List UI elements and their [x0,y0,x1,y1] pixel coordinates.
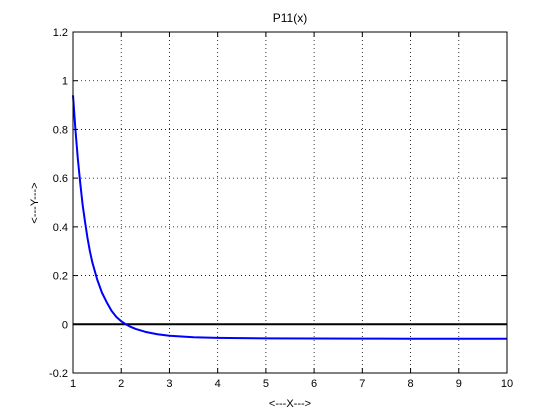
series-line-p11 [72,95,508,340]
y-tick-labels: -0.2 0 0.2 0.4 0.6 0.8 1 1.2 [49,27,68,380]
y-tick-label: -0.2 [49,368,68,380]
chart-title: P11(x) [273,11,307,25]
x-tick-label: 5 [263,378,269,390]
series-layer [72,95,508,340]
x-tick-label: 7 [359,378,365,390]
y-tick-label: 1.2 [53,27,68,39]
x-tick-label: 1 [70,378,76,390]
x-tick-label: 8 [407,378,413,390]
x-tick-label: 3 [166,378,172,390]
plot-background [73,32,507,373]
y-tick-label: 0.6 [53,173,68,185]
x-axis-label: <---X---> [269,398,311,410]
y-tick-label: 0.8 [53,124,68,136]
x-tick-label: 4 [215,378,221,390]
tick-marks [72,31,508,374]
x-tick-label: 10 [501,378,513,390]
y-tick-label: 0 [62,319,68,331]
x-tick-label: 6 [311,378,317,390]
y-axis-label: <---Y---> [29,182,41,223]
x-tick-label: 9 [456,378,462,390]
x-tick-labels: 1 2 3 4 5 6 7 8 9 10 [70,378,513,390]
y-tick-label: 1 [62,76,68,88]
y-tick-label: 0.2 [53,271,68,283]
plot-frame [72,31,508,374]
x-tick-label: 2 [118,378,124,390]
y-tick-label: 0.4 [53,222,68,234]
